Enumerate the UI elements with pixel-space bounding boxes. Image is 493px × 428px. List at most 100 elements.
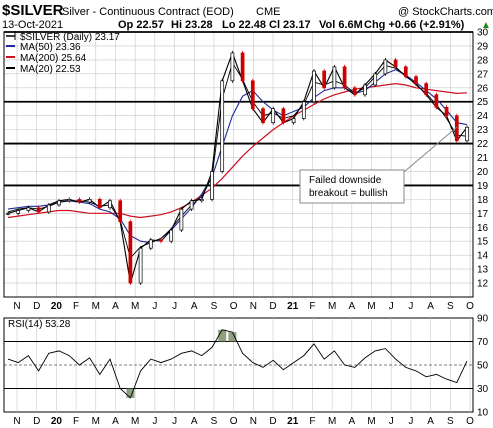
price-y-tick: 15 (477, 237, 489, 248)
price-candle (77, 199, 82, 203)
price-x-tick: M (131, 301, 139, 312)
price-x-tick: A (191, 301, 198, 312)
price-candle (434, 94, 439, 108)
price-candle (424, 83, 429, 96)
price-x-tick: S (211, 301, 218, 312)
price-candle (342, 66, 347, 89)
price-y-tick: 22 (477, 139, 489, 150)
price-y-axis: 12 13 14 15 16 17 18 19 20 21 22 23 24 25 26 27 28 29 30 (477, 28, 489, 290)
price-y-tick: 14 (477, 251, 489, 262)
price-y-tick: 18 (477, 195, 489, 206)
price-x-tick: A (427, 301, 434, 312)
rsi-y-tick: 50 (477, 361, 489, 372)
rsi-extreme-fill (228, 332, 237, 342)
price-candle (220, 80, 225, 172)
rsi-x-tick: D (33, 416, 40, 427)
price-x-tick: A (348, 301, 355, 312)
rsi-x-tick: N (13, 416, 20, 427)
price-candle (322, 70, 327, 89)
price-candle (301, 101, 306, 119)
price-candle (97, 199, 102, 209)
series--silver-daily- (7, 51, 468, 284)
price-candle (383, 59, 388, 75)
rsi-x-tick: A (348, 416, 355, 427)
price-candle (271, 108, 276, 124)
change-up-arrow-icon: ▲ (481, 20, 491, 31)
rsi-extreme-fill (218, 329, 227, 342)
price-candle (108, 200, 112, 209)
price-candle (250, 80, 255, 110)
price-candle (312, 70, 316, 103)
rsi-x-tick: A (191, 416, 198, 427)
series-ma-50- (7, 69, 468, 244)
price-candle (128, 221, 133, 284)
price-x-tick: J (389, 301, 394, 312)
rsi-y-tick: 70 (477, 337, 489, 348)
price-y-tick: 17 (477, 209, 489, 220)
rsi-x-tick: J (408, 416, 413, 427)
rsi-x-tick: M (367, 416, 375, 427)
price-y-tick: 30 (477, 28, 489, 39)
price-x-tick: M (92, 301, 100, 312)
quote-volume: Vol 6.6M (319, 19, 363, 31)
price-y-tick: 27 (477, 69, 489, 80)
price-y-tick: 23 (477, 125, 489, 136)
rsi-x-tick: N (250, 416, 257, 427)
price-x-tick: M (328, 301, 336, 312)
price-x-tick: 20 (51, 301, 63, 312)
price-candle (199, 199, 204, 202)
price-y-tick: 21 (477, 153, 489, 164)
rsi-x-tick: 21 (287, 416, 299, 427)
price-x-tick: O (466, 301, 474, 312)
price-candle (16, 210, 21, 214)
price-y-tick: 28 (477, 55, 489, 66)
price-candle (373, 73, 378, 86)
price-candle (465, 126, 469, 142)
price-y-tick: 16 (477, 223, 489, 234)
symbol-title: $SILVER (2, 2, 64, 19)
rsi-y-tick: 30 (477, 384, 489, 395)
price-y-tick: 13 (477, 265, 489, 276)
price-x-tick: M (367, 301, 375, 312)
quote-open: Op 22.57 (118, 19, 164, 31)
rsi-x-tick: M (131, 416, 139, 427)
exchange-label: CME (256, 6, 280, 18)
price-y-tick: 19 (477, 181, 489, 192)
price-y-tick: 12 (477, 279, 489, 290)
price-x-tick: J (152, 301, 157, 312)
price-x-tick: F (309, 301, 315, 312)
rsi-x-tick: O (466, 416, 474, 427)
price-candle (189, 200, 194, 210)
price-x-tick: D (33, 301, 40, 312)
rsi-x-tick: S (211, 416, 218, 427)
price-candle (138, 247, 143, 284)
price-candle (230, 52, 235, 82)
price-candle (210, 171, 214, 200)
price-candle (26, 207, 31, 211)
legend-ma20: MA(20) 22.53 (20, 64, 81, 75)
price-candle (87, 199, 92, 203)
series-ma-20- (7, 61, 468, 259)
price-x-tick: J (408, 301, 413, 312)
rsi-x-tick: D (269, 416, 276, 427)
price-x-tick: S (447, 301, 454, 312)
price-candle (403, 66, 408, 77)
price-x-tick: O (230, 301, 238, 312)
price-x-tick: N (13, 301, 20, 312)
copyright-label: @ StockCharts.com (398, 6, 493, 18)
price-candle (281, 108, 286, 124)
quote-high: Hi 23.28 (171, 19, 213, 31)
series-ma-200- (7, 82, 468, 219)
price-y-tick: 24 (477, 111, 489, 122)
rsi-x-tick: A (427, 416, 434, 427)
price-x-axis: N D 20 F M A M J J A S O N D 21 F M A M J J A S O (13, 301, 474, 312)
price-x-tick: J (172, 301, 177, 312)
price-candle (363, 84, 367, 96)
price-candle (414, 76, 418, 84)
annotation-callout: Failed downside breakout = bullish (299, 126, 458, 204)
price-candle (169, 229, 174, 242)
price-candle (291, 118, 296, 124)
rsi-x-tick: F (73, 416, 79, 427)
price-candle (393, 59, 398, 68)
price-candle (36, 207, 41, 213)
